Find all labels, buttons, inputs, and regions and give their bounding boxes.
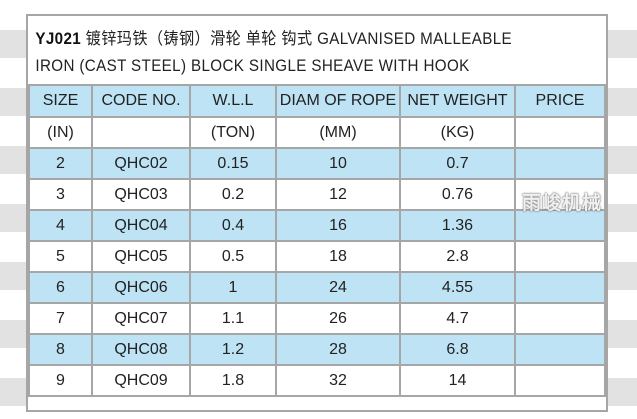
table-row: 6 QHC06 1 24 4.55 (28, 271, 606, 304)
table-row-weight: 6.8 (399, 333, 516, 366)
table-row-code: QHC07 (91, 302, 191, 335)
table-row-diam: 28 (275, 333, 401, 366)
table-row-diam: 16 (275, 209, 401, 242)
table-row-code: QHC05 (91, 240, 191, 273)
table-row-code: QHC02 (91, 147, 191, 180)
watermark: 雨峻机械 (522, 193, 603, 214)
table-row-wll: 0.15 (189, 147, 277, 180)
table-row: 7 QHC07 1.1 26 4.7 (28, 302, 606, 335)
units-row: (IN) (TON) (MM) (KG) (28, 116, 606, 149)
header-row-code: CODE NO. (91, 84, 191, 118)
product-code: YJ021 (35, 30, 82, 48)
table-row-weight: 0.76 (399, 178, 516, 211)
table-row-wll: 0.5 (189, 240, 277, 273)
title-line-1: 镀锌玛铁（铸钢）滑轮 单轮 钩式 GALVANISED MALLEABLE (85, 30, 513, 48)
table-row-diam: 24 (275, 271, 401, 304)
table-row-size: 9 (28, 364, 93, 397)
table-row-code: QHC08 (91, 333, 191, 366)
header-row-size: SIZE (28, 84, 93, 118)
table-row-weight: 4.7 (399, 302, 516, 335)
table-row-price (514, 240, 606, 273)
table-row-price (514, 147, 606, 180)
units-row-price (514, 116, 606, 149)
table-row-code: QHC04 (91, 209, 191, 242)
table-row-size: 7 (28, 302, 93, 335)
units-row-code (91, 116, 191, 149)
table-row-wll: 1.8 (189, 364, 277, 397)
table-row-code: QHC06 (91, 271, 191, 304)
table-row-weight: 1.36 (399, 209, 516, 242)
units-row-size: (IN) (28, 116, 93, 149)
table-row: 3 QHC03 0.2 12 0.76 (28, 178, 606, 211)
table-row-size: 2 (28, 147, 93, 180)
product-title: YJ021 镀锌玛铁（铸钢）滑轮 单轮 钩式 GALVANISED MALLEA… (28, 16, 598, 84)
table-row-wll: 0.4 (189, 209, 277, 242)
table-row-weight: 2.8 (399, 240, 516, 273)
table-row-size: 5 (28, 240, 93, 273)
table-row-price (514, 364, 606, 397)
table-row-weight: 0.7 (399, 147, 516, 180)
table-row-size: 3 (28, 178, 93, 211)
table-row-diam: 10 (275, 147, 401, 180)
table-row-code: QHC03 (91, 178, 191, 211)
table-row-size: 4 (28, 209, 93, 242)
table-row-weight: 14 (399, 364, 516, 397)
units-row-diam: (MM) (275, 116, 401, 149)
table-row-price (514, 302, 606, 335)
table-row: 2 QHC02 0.15 10 0.7 (28, 147, 606, 180)
table-row-diam: 18 (275, 240, 401, 273)
table-row-price (514, 178, 606, 211)
table-row-wll: 1 (189, 271, 277, 304)
header-row: SIZE CODE NO. W.L.L DIAM OF ROPE NET WEIGHT P… (28, 84, 606, 118)
table-row-price (514, 209, 606, 242)
units-row-weight: (KG) (399, 116, 516, 149)
table-row-size: 6 (28, 271, 93, 304)
table-row-size: 8 (28, 333, 93, 366)
table-row-diam: 32 (275, 364, 401, 397)
header-row-diam: DIAM OF ROPE (275, 84, 401, 118)
header-row-weight: NET WEIGHT (399, 84, 516, 118)
spec-sheet: YJ021 镀锌玛铁（铸钢）滑轮 单轮 钩式 GALVANISED MALLEA… (26, 14, 608, 412)
table-row-price (514, 333, 606, 366)
table-row-diam: 26 (275, 302, 401, 335)
table-row-wll: 1.2 (189, 333, 277, 366)
spec-table: SIZE CODE NO. W.L.L DIAM OF ROPE NET WEIGHT P… (28, 84, 606, 397)
table-row: 8 QHC08 1.2 28 6.8 (28, 333, 606, 366)
header-row-price: PRICE (514, 84, 606, 118)
title-line-2: IRON (CAST STEEL) BLOCK SINGLE SHEAVE WI… (35, 57, 470, 75)
table-row: 9 QHC09 1.8 32 14 (28, 364, 606, 397)
table-row-price (514, 271, 606, 304)
table-row: 5 QHC05 0.5 18 2.8 (28, 240, 606, 273)
table-row-code: QHC09 (91, 364, 191, 397)
units-row-wll: (TON) (189, 116, 277, 149)
table-row-weight: 4.55 (399, 271, 516, 304)
header-row-wll: W.L.L (189, 84, 277, 118)
table-row-wll: 1.1 (189, 302, 277, 335)
table-row-diam: 12 (275, 178, 401, 211)
table-row: 4 QHC04 0.4 16 1.36 (28, 209, 606, 242)
table-row-wll: 0.2 (189, 178, 277, 211)
